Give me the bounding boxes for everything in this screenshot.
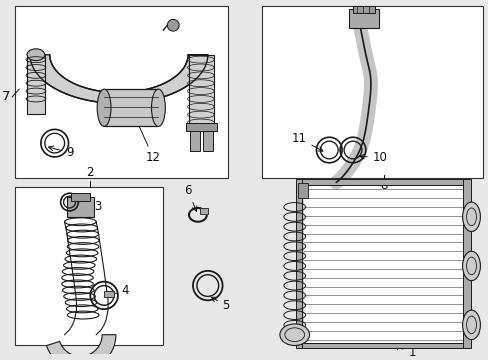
Ellipse shape: [462, 310, 479, 339]
Bar: [348, 9, 378, 28]
Bar: [295, 180, 301, 348]
Bar: [462, 180, 469, 348]
Bar: [15, 6, 227, 177]
Polygon shape: [30, 55, 207, 103]
Bar: [299, 343, 465, 348]
Bar: [262, 6, 482, 177]
Bar: [104, 89, 158, 126]
Bar: [70, 193, 90, 201]
Polygon shape: [46, 335, 116, 360]
Bar: [200, 208, 207, 214]
Text: 7: 7: [2, 90, 10, 103]
Text: 12: 12: [132, 111, 161, 165]
Text: 1: 1: [393, 345, 415, 359]
Text: 11: 11: [291, 132, 322, 151]
Ellipse shape: [27, 49, 45, 60]
Bar: [190, 131, 200, 151]
Circle shape: [167, 19, 179, 31]
Bar: [104, 292, 114, 297]
Text: 8: 8: [379, 180, 386, 193]
Bar: [15, 187, 163, 345]
Bar: [186, 123, 216, 131]
Bar: [66, 197, 94, 217]
Polygon shape: [301, 183, 464, 345]
Bar: [297, 183, 307, 198]
Ellipse shape: [97, 89, 111, 126]
Text: 5: 5: [211, 297, 229, 312]
Bar: [299, 180, 465, 185]
Bar: [352, 6, 374, 13]
Text: 4: 4: [105, 284, 129, 297]
Bar: [189, 55, 213, 129]
Text: 9: 9: [48, 146, 74, 159]
Ellipse shape: [151, 89, 165, 126]
Ellipse shape: [279, 324, 309, 346]
Text: 2: 2: [86, 166, 94, 180]
Text: 6: 6: [184, 184, 197, 211]
Ellipse shape: [462, 202, 479, 231]
Text: 10: 10: [359, 151, 387, 165]
Bar: [27, 55, 45, 114]
Bar: [203, 131, 212, 151]
Text: 3: 3: [80, 201, 102, 213]
Ellipse shape: [462, 251, 479, 281]
